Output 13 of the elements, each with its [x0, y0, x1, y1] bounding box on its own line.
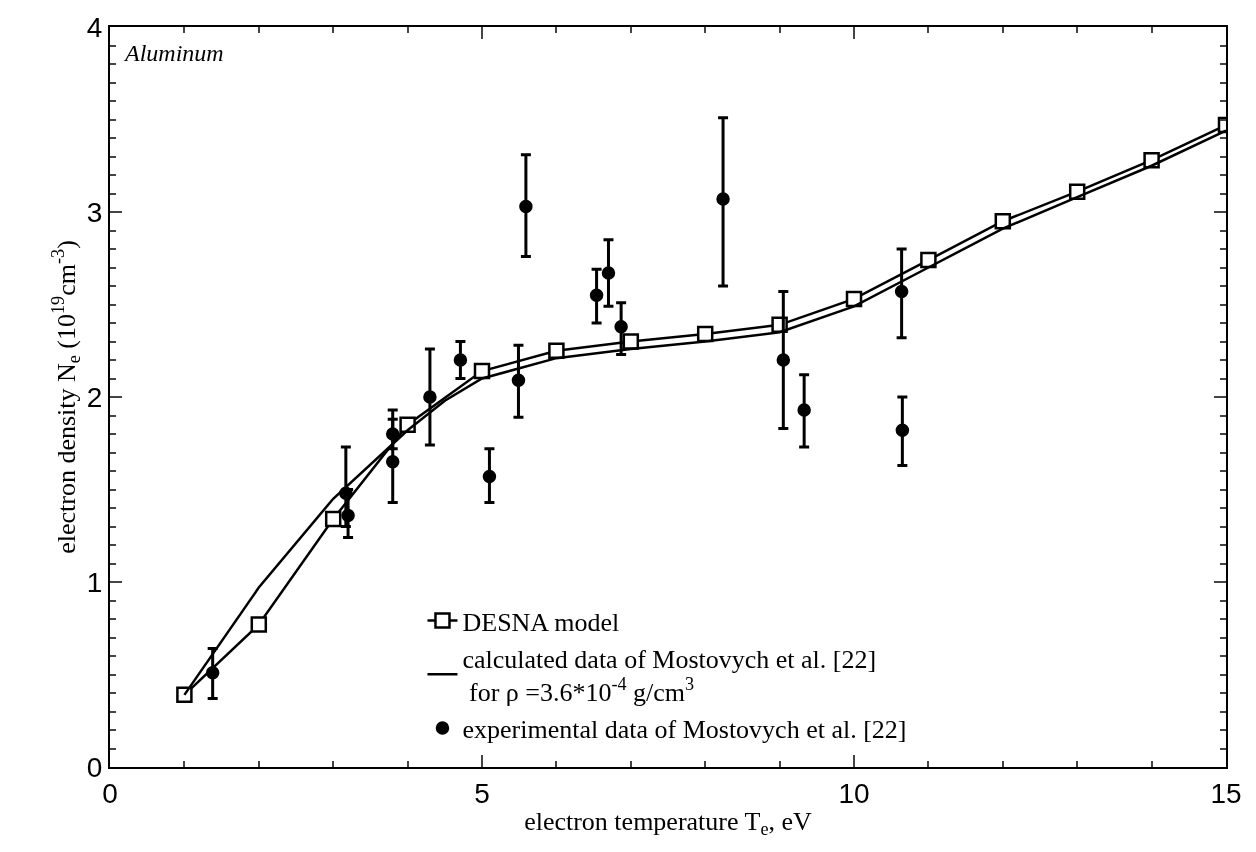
x-tick-label: 15: [1210, 777, 1242, 809]
y-tick-label: 1: [86, 566, 103, 598]
x-tick-label: 10: [838, 777, 870, 809]
y-tick-label: 0: [86, 751, 103, 783]
legend-label: experimental data of Mostovych et al. [22]: [462, 715, 907, 745]
y-tick-label: 4: [86, 11, 103, 43]
legend-label: calculated data of Mostovych et al. [22] for ρ =3.6*10$^{-4}$ g/cm$^{3}$: [462, 644, 877, 708]
annotation: Aluminum: [123, 40, 224, 66]
y-tick-label: 3: [86, 196, 103, 228]
x-tick-label: 5: [474, 777, 490, 809]
x-axis-title: electron temperature T$_{e}$, eV: [524, 806, 813, 840]
legend-label: DESNA model: [462, 607, 620, 637]
y-tick-label: 2: [86, 381, 103, 413]
